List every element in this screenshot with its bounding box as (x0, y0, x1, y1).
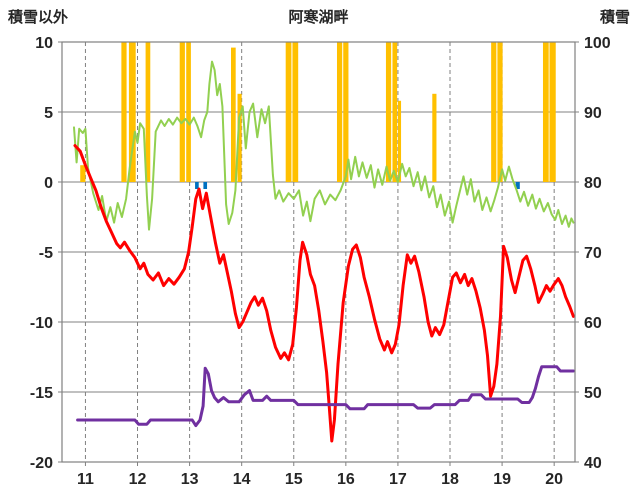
x-tick-label: 17 (389, 471, 407, 488)
x-tick-label: 18 (441, 471, 459, 488)
right-tick-label: 50 (584, 385, 602, 402)
left-tick-label: -15 (30, 385, 53, 402)
x-tick-label: 11 (77, 471, 94, 488)
precip-bars (195, 182, 520, 189)
left-tick-label: -5 (39, 245, 53, 262)
sunshine-bars (80, 42, 556, 182)
left-tick-label: 0 (44, 175, 53, 192)
left-axis-title: 積雪以外 (8, 9, 69, 26)
red-line (73, 144, 575, 443)
x-tick-label: 13 (181, 471, 199, 488)
left-tick-label: -10 (30, 315, 53, 332)
right-tick-label: 70 (584, 245, 602, 262)
x-tick-label: 15 (285, 471, 303, 488)
right-tick-label: 80 (584, 175, 602, 192)
left-tick-label: 10 (35, 35, 53, 52)
green-line (73, 60, 575, 231)
x-tick-label: 19 (493, 471, 511, 488)
x-tick-label: 16 (337, 471, 355, 488)
right-tick-label: 40 (584, 455, 602, 472)
right-tick-label: 60 (584, 315, 602, 332)
x-tick-label: 14 (233, 471, 251, 488)
x-tick-label: 12 (129, 471, 147, 488)
purple-line (76, 365, 575, 428)
chart-title: 阿寒湖畔 (288, 9, 349, 26)
right-tick-label: 100 (584, 35, 611, 52)
x-tick-label: 20 (545, 471, 563, 488)
right-axis-title: 積雪 (599, 9, 630, 26)
right-tick-label: 90 (584, 105, 602, 122)
left-tick-label: -20 (30, 455, 53, 472)
left-tick-label: 5 (44, 105, 53, 122)
